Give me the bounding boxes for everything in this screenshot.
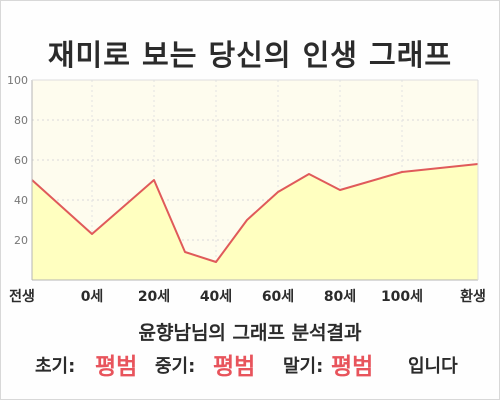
x-tick-label: 전생 [9,288,35,305]
mid-value: 평범 [213,354,256,380]
analysis-result: 초기: 평범 중기: 평범 말기: 평범 입니다 [0,344,500,384]
life-graph-chart: 100 80 60 40 20 전생 0세 20세 40세 60세 80세 100세 환생 [7,74,486,305]
mid-label: 중기: [155,356,196,377]
y-tick-label: 60 [14,154,28,167]
y-tick-label: 80 [14,114,28,127]
x-tick-label: 60세 [262,289,294,305]
x-tick-label: 0세 [81,289,104,305]
area-fill [32,164,478,280]
ending-text: 입니다 [408,356,458,377]
early-value: 평범 [95,354,138,380]
early-label: 초기: [35,356,76,377]
chart-title: 재미로 보는 당신의 인생 그래프 [47,38,453,72]
y-tick-label: 20 [14,234,28,247]
y-tick-label: 40 [14,194,28,207]
x-tick-label: 환생 [460,288,486,305]
y-tick-label: 100 [7,74,28,87]
x-tick-label: 100세 [381,289,423,305]
x-tick-label: 80세 [324,289,356,305]
x-tick-label: 20세 [138,289,170,305]
x-tick-label: 40세 [200,289,232,305]
late-value: 평범 [331,354,374,380]
analysis-heading: 윤향남님의 그래프 분석결과 [138,322,362,344]
late-label: 말기: [283,356,324,377]
life-line [31,163,479,263]
